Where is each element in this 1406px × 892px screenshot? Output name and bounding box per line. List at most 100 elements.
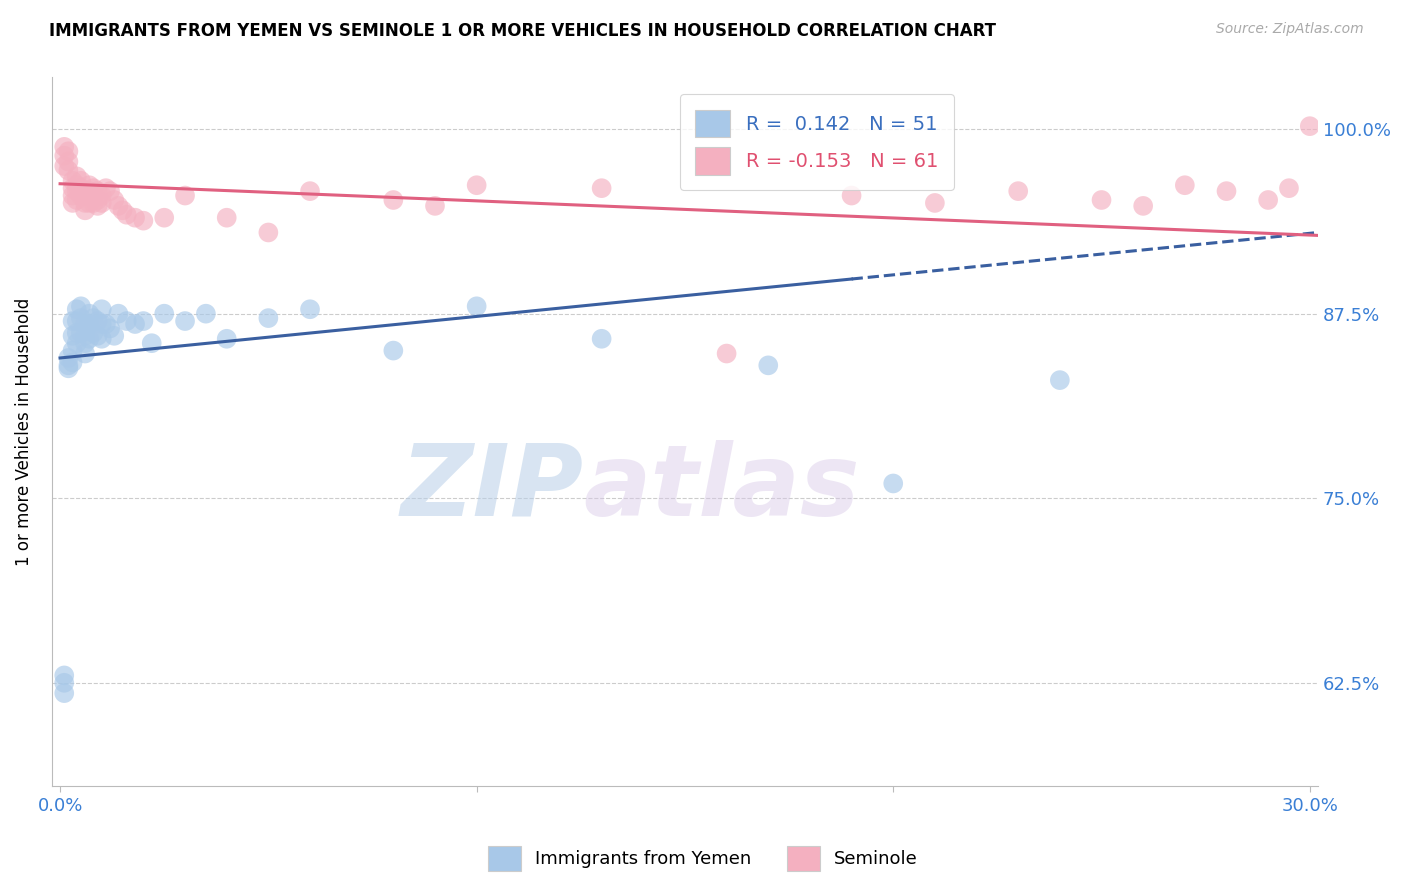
Point [53, 675, 76, 690]
Point [257, 311, 280, 326]
Point [132, 213, 155, 227]
Point [115, 314, 138, 328]
Point [66, 193, 89, 207]
Point [62, 328, 84, 343]
Point [423, 199, 446, 213]
Point [53, 686, 76, 700]
Point [1049, 373, 1071, 387]
Point [90, 317, 112, 331]
Point [174, 314, 197, 328]
Point [86, 193, 108, 207]
Point [82, 311, 104, 326]
Point [465, 178, 488, 193]
Point [132, 314, 155, 328]
Point [124, 211, 146, 225]
Point [299, 302, 322, 317]
Point [98, 321, 121, 335]
Point [70, 326, 93, 340]
Point [53, 159, 76, 173]
Point [75, 203, 97, 218]
Point [94, 181, 117, 195]
Point [257, 226, 280, 240]
Point [716, 346, 738, 360]
Point [82, 181, 104, 195]
Point [90, 332, 112, 346]
Point [382, 193, 405, 207]
Point [66, 326, 89, 340]
Point [215, 211, 238, 225]
Point [111, 203, 134, 218]
Point [66, 336, 89, 351]
Point [77, 307, 100, 321]
Point [53, 140, 76, 154]
Point [215, 332, 238, 346]
Point [70, 311, 93, 326]
Point [77, 184, 100, 198]
Point [75, 196, 97, 211]
Text: atlas: atlas [583, 440, 860, 537]
Point [86, 184, 108, 198]
Point [465, 299, 488, 313]
Point [82, 326, 104, 340]
Point [66, 169, 89, 184]
Point [53, 149, 76, 163]
Point [58, 359, 80, 373]
Point [90, 302, 112, 317]
Point [107, 307, 129, 321]
Point [1299, 119, 1322, 133]
Point [107, 199, 129, 213]
Point [62, 188, 84, 202]
Point [82, 188, 104, 202]
Point [75, 317, 97, 331]
Point [66, 314, 89, 328]
Point [924, 196, 946, 211]
Point [75, 184, 97, 198]
Point [841, 188, 863, 202]
Point [591, 332, 613, 346]
Point [77, 317, 100, 331]
Point [82, 196, 104, 211]
Point [103, 328, 125, 343]
Point [77, 196, 100, 211]
Point [70, 181, 93, 195]
Point [1278, 181, 1301, 195]
Point [66, 178, 89, 193]
Y-axis label: 1 or more Vehicles in Household: 1 or more Vehicles in Household [15, 298, 32, 566]
Point [62, 314, 84, 328]
Point [77, 188, 100, 202]
Legend: Immigrants from Yemen, Seminole: Immigrants from Yemen, Seminole [481, 838, 925, 879]
Point [124, 317, 146, 331]
Point [62, 196, 84, 211]
Point [62, 343, 84, 358]
Point [882, 476, 904, 491]
Point [153, 211, 176, 225]
Text: IMMIGRANTS FROM YEMEN VS SEMINOLE 1 OR MORE VEHICLES IN HOUSEHOLD CORRELATION CH: IMMIGRANTS FROM YEMEN VS SEMINOLE 1 OR M… [49, 22, 997, 40]
Point [66, 184, 89, 198]
Point [75, 346, 97, 360]
Point [70, 174, 93, 188]
Point [77, 178, 100, 193]
Point [1132, 199, 1154, 213]
Point [90, 196, 112, 211]
Point [75, 336, 97, 351]
Point [62, 174, 84, 188]
Point [70, 299, 93, 313]
Point [70, 188, 93, 202]
Point [86, 328, 108, 343]
Point [1090, 193, 1112, 207]
Legend: R =  0.142   N = 51, R = -0.153   N = 61: R = 0.142 N = 51, R = -0.153 N = 61 [679, 95, 953, 190]
Point [1215, 184, 1237, 198]
Point [1257, 193, 1279, 207]
Point [75, 328, 97, 343]
Point [62, 355, 84, 369]
Point [58, 163, 80, 178]
Text: ZIP: ZIP [401, 440, 583, 537]
Point [756, 359, 779, 373]
Point [98, 184, 121, 198]
Point [382, 343, 405, 358]
Point [75, 188, 97, 202]
Point [58, 154, 80, 169]
Point [58, 145, 80, 159]
Point [141, 336, 163, 351]
Point [1174, 178, 1197, 193]
